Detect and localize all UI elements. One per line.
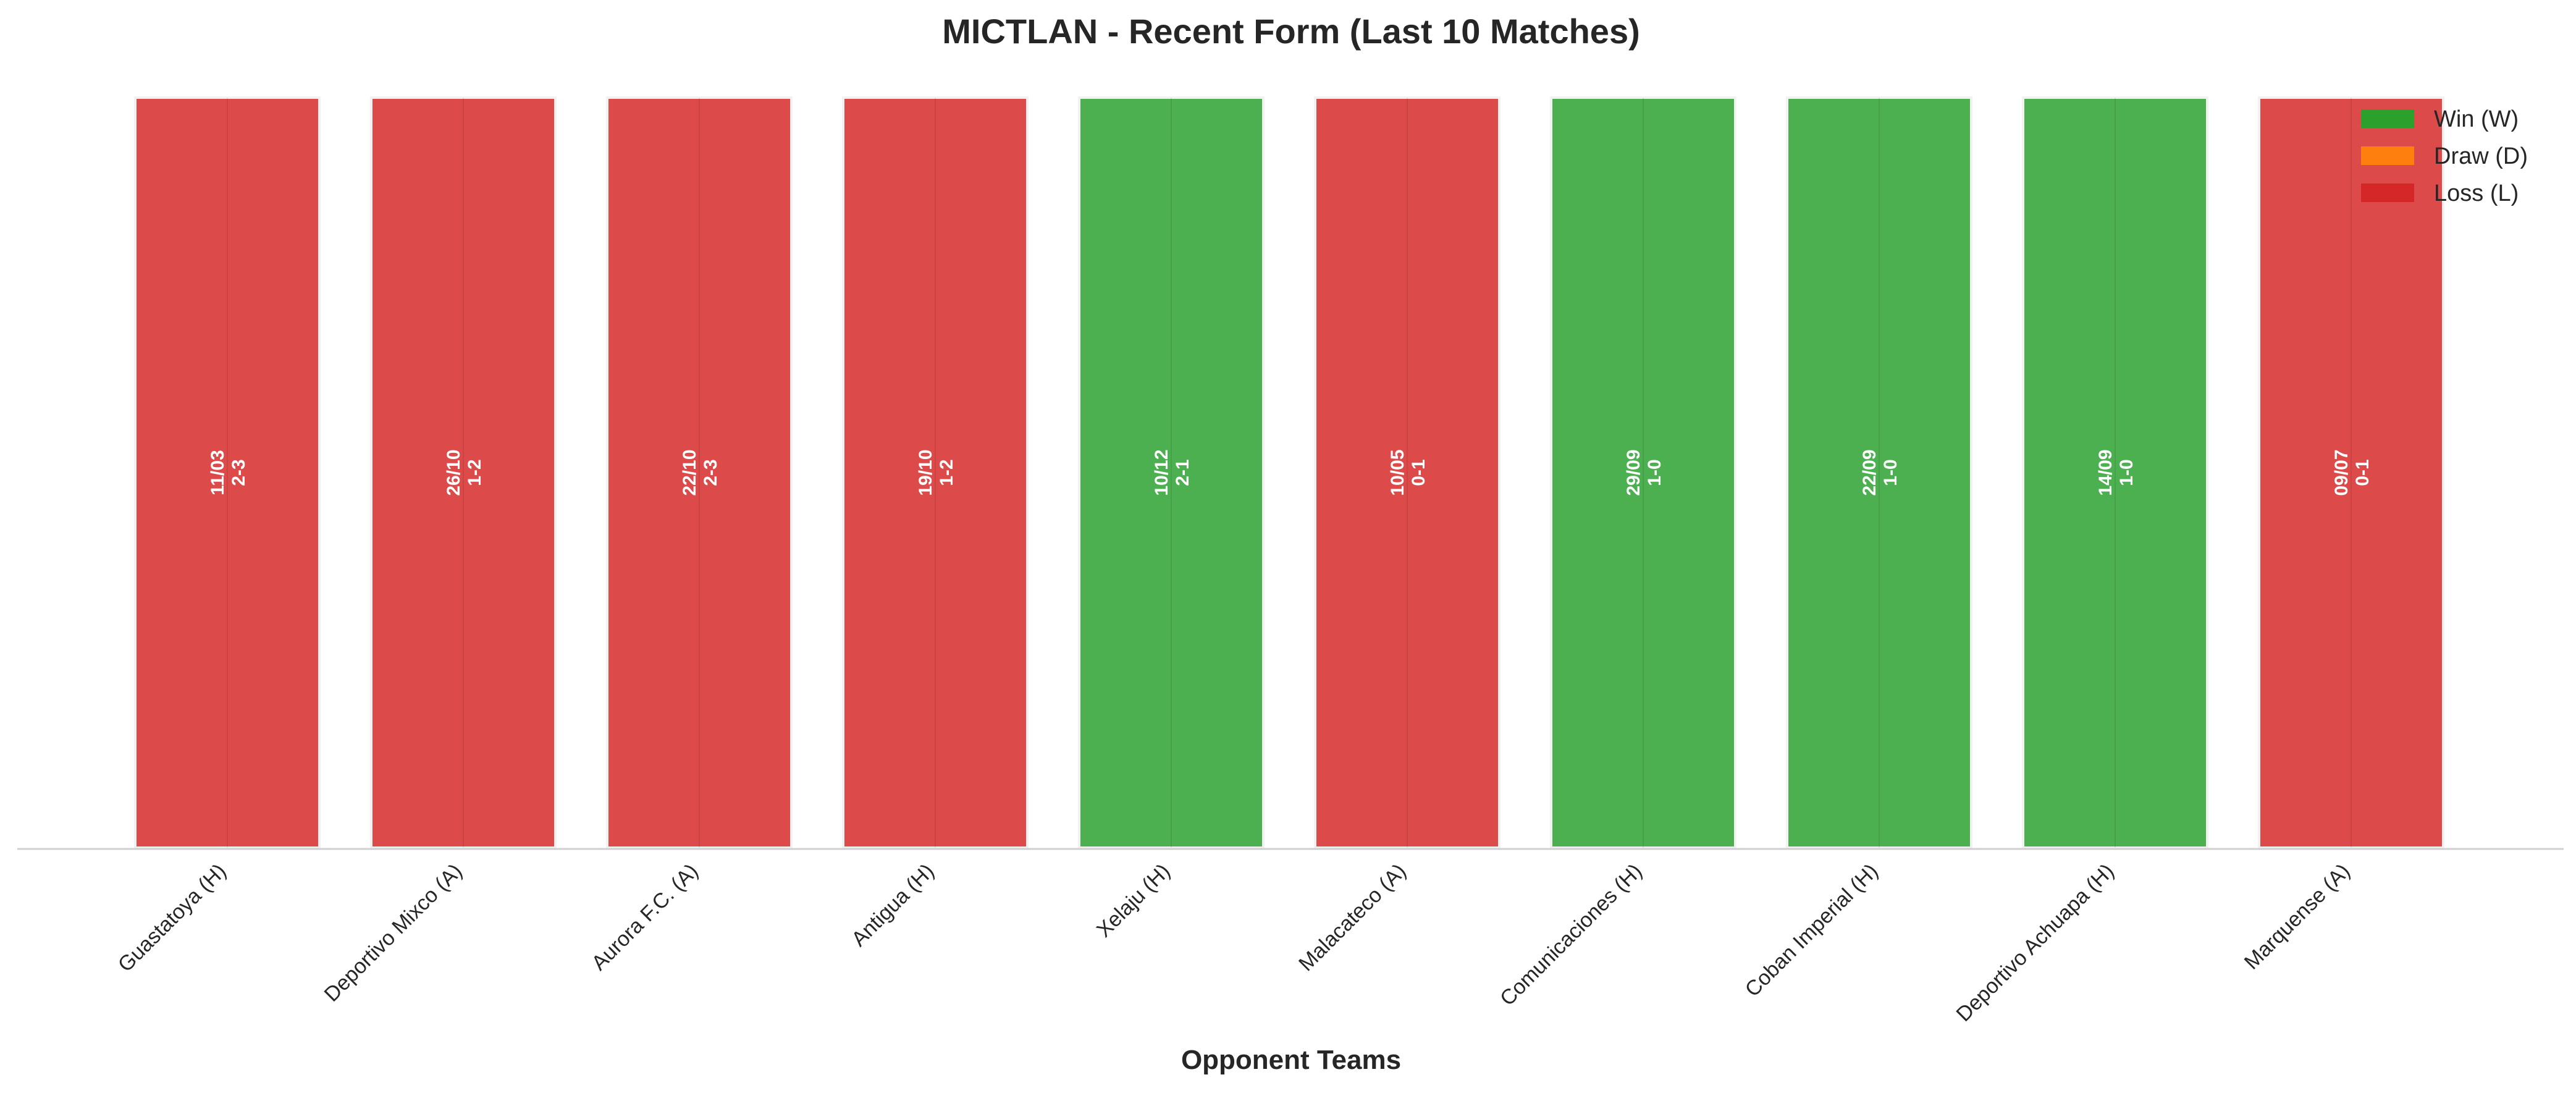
bar — [134, 96, 321, 849]
bar-label-date: 26/10 — [444, 449, 464, 496]
bar — [1550, 96, 1736, 849]
bar-label: 14/09 1-0 — [2095, 449, 2137, 496]
legend-label: Loss (L) — [2434, 180, 2519, 206]
bar-label-score: 1-0 — [2116, 459, 2137, 486]
bar-label: 19/10 1-2 — [915, 449, 957, 496]
bar — [1314, 96, 1501, 849]
x-tick-label: Guastatoya (H) — [114, 859, 231, 977]
bar-label-date: 14/09 — [2095, 449, 2116, 496]
bar-label: 09/07 0-1 — [2331, 449, 2373, 496]
bar-label: 11/03 2-3 — [208, 450, 249, 495]
bar-label-date: 19/10 — [915, 449, 936, 496]
bar — [842, 96, 1029, 849]
bars-group: 11/03 2-3 26/10 1-2 22/10 2-3 19/10 1-2 10/12 2-1… — [134, 96, 2444, 849]
x-axis-label: Opponent Teams — [1181, 1045, 1401, 1075]
legend-label: Draw (D) — [2434, 143, 2528, 169]
x-tick-label: Xelaju (H) — [1092, 859, 1175, 942]
x-tick-label: Aurora F.C. (A) — [587, 859, 702, 975]
bar-label-date: 11/03 — [208, 450, 228, 495]
bar-label: 22/10 2-3 — [680, 449, 721, 496]
x-tick-label: Deportivo Mixco (A) — [320, 859, 467, 1006]
bar-label-date: 22/09 — [1859, 449, 1880, 496]
legend-swatch — [2361, 146, 2414, 165]
x-tick-label: Deportivo Achuapa (H) — [1952, 859, 2119, 1026]
bar-label-date: 10/12 — [1151, 449, 1172, 496]
bar — [370, 96, 557, 849]
bar-label: 22/09 1-0 — [1859, 449, 1901, 496]
bar-label-score: 2-1 — [1172, 459, 1193, 486]
bar-label-score: 2-3 — [229, 459, 249, 486]
bar — [2022, 96, 2208, 849]
bar-label-score: 1-0 — [1644, 459, 1665, 486]
bar-label-date: 22/10 — [680, 449, 700, 496]
bar-label-score: 1-0 — [1880, 459, 1901, 486]
legend-swatch — [2361, 184, 2414, 202]
bar-label-date: 09/07 — [2331, 449, 2352, 496]
legend-label: Win (W) — [2434, 106, 2519, 132]
bar-label-date: 10/05 — [1387, 449, 1408, 496]
bar — [606, 96, 793, 849]
bar-label: 26/10 1-2 — [444, 449, 485, 496]
bar-label-score: 0-1 — [2352, 459, 2373, 486]
legend-swatch — [2361, 109, 2414, 128]
bar-label-score: 1-2 — [465, 459, 485, 486]
legend: Win (W) Draw (D) Loss (L) — [2361, 106, 2528, 206]
x-tick-label: Antigua (H) — [847, 859, 938, 951]
x-tick-label: Marquense (A) — [2240, 859, 2355, 974]
bar — [1786, 96, 1972, 849]
x-tick-label: Malacateco (A) — [1294, 859, 1411, 976]
x-tick-label: Coban Imperial (H) — [1741, 859, 1883, 1002]
bar-label: 10/12 2-1 — [1151, 449, 1193, 496]
bar-label-score: 1-2 — [937, 459, 957, 486]
chart-title: MICTLAN - Recent Form (Last 10 Matches) — [942, 12, 1640, 51]
bar-label-date: 29/09 — [1623, 449, 1644, 496]
x-tick-label: Comunicaciones (H) — [1496, 859, 1647, 1011]
bar-label-score: 0-1 — [1408, 459, 1429, 486]
bar-label: 10/05 0-1 — [1387, 449, 1429, 496]
bar-label: 29/09 1-0 — [1623, 449, 1665, 496]
bar-label-score: 2-3 — [701, 459, 721, 486]
bar — [1078, 96, 1265, 849]
bar — [2258, 96, 2444, 849]
x-tick-labels: Guastatoya (H) Deportivo Mixco (A) Aurora … — [114, 859, 2355, 1026]
